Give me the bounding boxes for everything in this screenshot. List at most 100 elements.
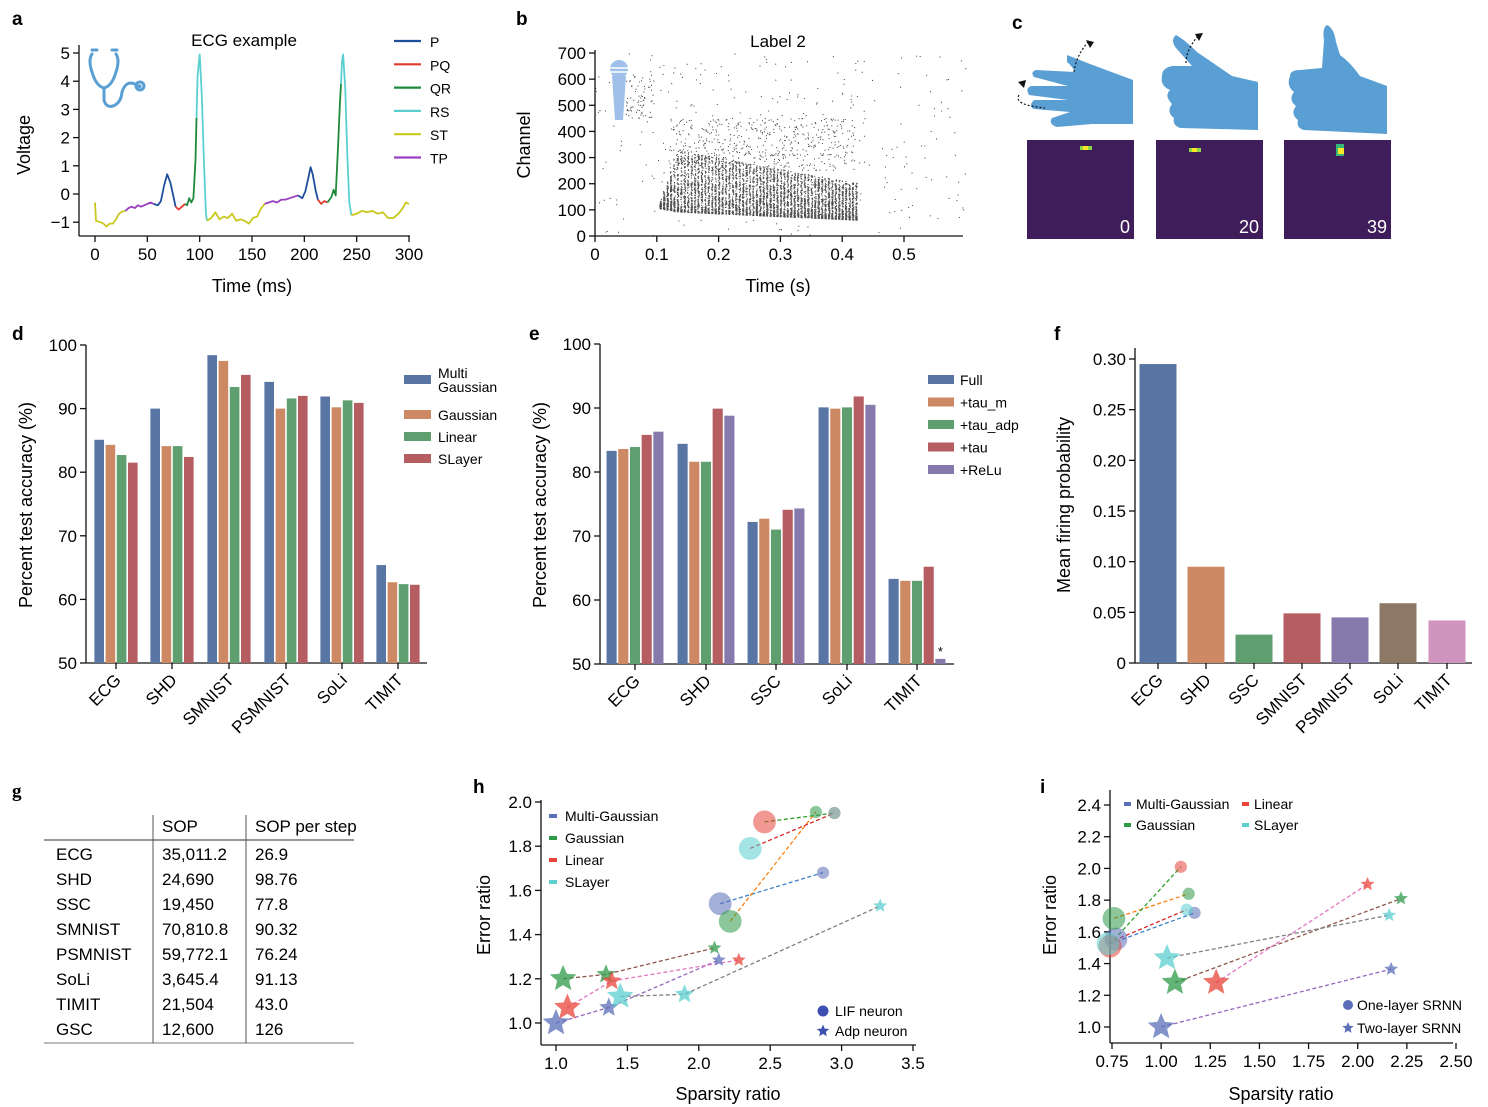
bar-gaussian <box>275 408 286 663</box>
x-tick-label: TIMIT <box>362 670 407 715</box>
x-tick-label: 1.5 <box>616 1054 640 1073</box>
legend-label: LIF neuron <box>835 1003 903 1019</box>
x-tick-label: SHD <box>1176 670 1215 709</box>
x-tick-label: ECG <box>604 671 643 710</box>
y-tick-label: 100 <box>558 201 586 220</box>
star-marker-slayer <box>1153 944 1181 970</box>
bar-linear <box>286 398 297 663</box>
legend-swatch <box>928 420 954 429</box>
bar--relu <box>724 415 735 664</box>
panel-i-scatter-chart: Sparsity ratio Error ratio 1.0 1.2 1.4 1.6 1… <box>1040 790 1473 1104</box>
table-cell: 3,645.4 <box>162 970 219 989</box>
legend-label: Linear <box>1254 796 1293 812</box>
x-tick-label: 150 <box>238 245 266 264</box>
table-cell: 35,011.2 <box>162 845 227 864</box>
legend-swatch <box>404 454 431 463</box>
bar-gaussian <box>161 446 172 663</box>
circle-marker-multi-gaussian <box>816 866 830 879</box>
table-cell: 77.8 <box>255 895 288 914</box>
bar--tau <box>923 566 934 664</box>
x-tick-label: 0 <box>590 245 599 264</box>
spike-raster-dots <box>595 53 967 237</box>
table-cell: 43.0 <box>255 995 288 1014</box>
legend-label: PQ <box>430 57 450 73</box>
ecg-segment-qr <box>184 117 198 207</box>
x-tick-label: 1.0 <box>544 1054 568 1073</box>
dashed-connector-line <box>563 947 715 980</box>
bar--relu <box>865 404 876 664</box>
bar-multi-gaussian <box>320 396 330 663</box>
x-tick-label: 2.5 <box>758 1054 782 1073</box>
bar-linear <box>172 446 183 663</box>
bar-slayer <box>298 395 308 663</box>
x-tick-label: 0 <box>90 245 99 264</box>
y-tick-label: 3 <box>61 100 70 119</box>
y-tick-label: 0.15 <box>1093 502 1126 521</box>
y-tick-label: 50 <box>58 654 77 673</box>
bar--tau-adp <box>700 461 712 664</box>
bar-full <box>818 407 829 664</box>
bar-full <box>747 521 758 664</box>
significance-asterisk: * <box>938 644 943 659</box>
dashed-connector-line <box>567 959 739 1009</box>
x-tick-label: 300 <box>395 245 423 264</box>
y-tick-label: 1.0 <box>1077 1018 1101 1037</box>
legend-swatch <box>928 375 954 384</box>
y-tick-label: 500 <box>558 96 586 115</box>
dashed-connector-line <box>749 812 835 849</box>
x-tick-label: 100 <box>185 245 213 264</box>
bar-slayer <box>354 402 364 663</box>
table-cell: 19,450 <box>162 895 214 914</box>
bar--relu <box>794 508 805 664</box>
dashed-connector-line <box>720 872 824 905</box>
bar-multi-gaussian <box>207 355 217 663</box>
legend-label: Two-layer SRNN <box>1357 1020 1461 1036</box>
y-tick-label: 200 <box>558 175 586 194</box>
heatmap-activity <box>1192 148 1197 152</box>
panel-letter-f: f <box>1054 324 1061 345</box>
heatmap-activity <box>1083 146 1088 150</box>
legend-label: Gaussian <box>565 830 624 846</box>
panel-letter-g: g <box>12 781 22 802</box>
x-tick-label: 250 <box>342 245 370 264</box>
y-tick-label: 300 <box>558 149 586 168</box>
legend-label: Adp neuron <box>835 1023 907 1039</box>
legend-swatch <box>1242 802 1249 806</box>
legend-swatch <box>1124 823 1131 827</box>
bar--tau <box>712 408 723 664</box>
ecg-segment-rs <box>340 53 353 216</box>
y-axis-label: Percent test accuracy (%) <box>530 402 550 608</box>
table-cell: SHD <box>56 870 92 889</box>
legend-label: RS <box>430 104 449 120</box>
y-tick-label: 600 <box>558 70 586 89</box>
y-tick-label: 70 <box>572 527 591 546</box>
y-tick-label: 1.4 <box>508 926 532 945</box>
x-tick-label: 200 <box>290 245 318 264</box>
bar-gaussian <box>105 444 116 663</box>
panel-letter-b: b <box>516 9 528 30</box>
bar-timit <box>1428 620 1466 663</box>
one-layer-marker-icon <box>1343 1000 1353 1010</box>
y-tick-label: 0 <box>1117 654 1126 673</box>
panel-letter-e: e <box>529 324 540 345</box>
table-cell: TIMIT <box>56 995 100 1014</box>
y-axis-label: Voltage <box>14 115 34 175</box>
table-cell: SoLi <box>56 970 90 989</box>
star-marker-gaussian <box>549 964 577 991</box>
panel-g-sop-table: SOP SOP per step ECG 35,011.2 26.9 SHD 24,690 9… <box>44 815 357 1044</box>
x-axis-label: Time (s) <box>745 276 810 296</box>
legend-label: QR <box>430 81 451 97</box>
legend-label: Gaussian <box>438 407 497 423</box>
circle-marker-gaussian <box>1182 887 1195 900</box>
table-row: SMNIST 70,810.8 90.32 <box>56 920 298 939</box>
circle-marker-gaussian <box>809 805 823 819</box>
ecg-segment-pq <box>317 199 328 205</box>
panel-e-bar-chart: Percent test accuracy (%) 50 60 70 80 90 100 E… <box>530 335 1019 716</box>
panel-d-bar-chart: Percent test accuracy (%) 50 60 70 80 90 100 E… <box>16 336 497 737</box>
y-tick-label: 100 <box>49 336 77 355</box>
legend-swatch <box>928 397 954 407</box>
star-marker-slayer <box>606 982 634 1008</box>
circle-marker-slayer <box>738 837 762 860</box>
